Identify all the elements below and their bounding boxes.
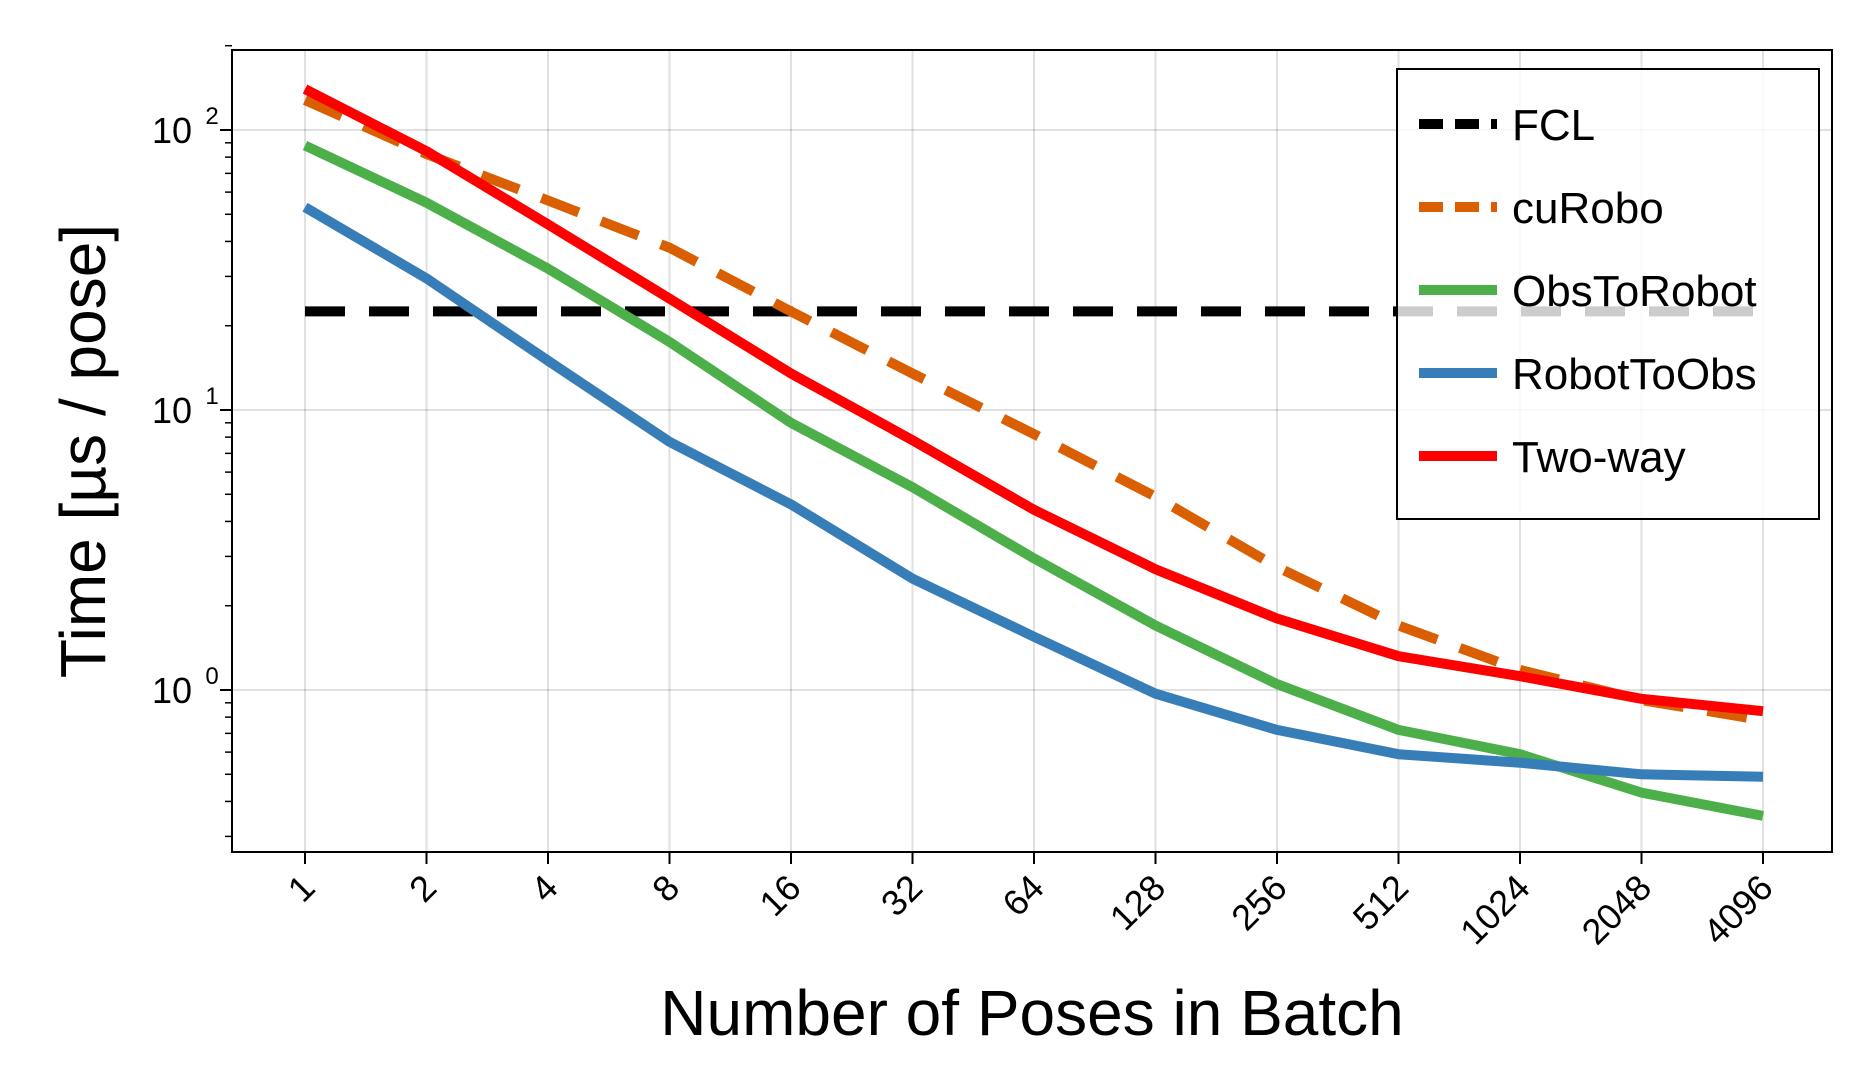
legend: FCL cuRobo ObsToRobot RobotToObs Two-way xyxy=(1396,68,1820,520)
x-tick-label: 8 xyxy=(644,867,687,910)
x-tick-label: 16 xyxy=(751,867,808,924)
y-tick-label: 10 xyxy=(152,110,192,151)
legend-item: ObsToRobot xyxy=(1419,267,1757,316)
legend-label: FCL xyxy=(1512,101,1595,150)
plot-frame xyxy=(231,49,1833,853)
x-axis-title: Number of Poses in Batch xyxy=(660,977,1403,1049)
series-line-robottoobs xyxy=(302,202,1764,782)
x-tick-label: 256 xyxy=(1223,867,1294,938)
x-tick-label: 512 xyxy=(1345,867,1416,938)
y-tick-exponent: 2 xyxy=(205,103,218,130)
series-lines xyxy=(302,84,1764,821)
legend-item: FCL xyxy=(1419,101,1595,150)
x-tick-label: 128 xyxy=(1102,867,1173,938)
series-line-two-way xyxy=(302,84,1764,717)
legend-label: RobotToObs xyxy=(1512,350,1757,399)
x-tick-label: 4096 xyxy=(1695,867,1781,953)
y-axis-title: Time [µs / pose] xyxy=(47,224,119,678)
y-tick-label: 10 xyxy=(152,390,192,431)
legend-label: ObsToRobot xyxy=(1512,267,1757,316)
x-tick-label: 4 xyxy=(523,867,566,910)
series-line-curobo xyxy=(302,95,1764,726)
x-tick-label: 2048 xyxy=(1574,867,1660,953)
y-tick-label: 10 xyxy=(152,670,192,711)
legend-item: cuRobo xyxy=(1419,184,1664,233)
series-line-obstorobot xyxy=(302,140,1764,821)
legend-item: Two-way xyxy=(1419,433,1686,482)
x-tick-label: 1 xyxy=(280,867,323,910)
legend-label: Two-way xyxy=(1512,433,1686,482)
x-tick-label: 32 xyxy=(873,867,930,924)
x-tick-label: 1024 xyxy=(1452,867,1538,953)
x-tick-label: 2 xyxy=(401,867,444,910)
y-tick-exponent: 1 xyxy=(205,383,218,410)
legend-label: cuRobo xyxy=(1512,184,1664,233)
y-tick-exponent: 0 xyxy=(205,663,218,690)
legend-item: RobotToObs xyxy=(1419,350,1757,399)
x-tick-label: 64 xyxy=(994,867,1051,924)
